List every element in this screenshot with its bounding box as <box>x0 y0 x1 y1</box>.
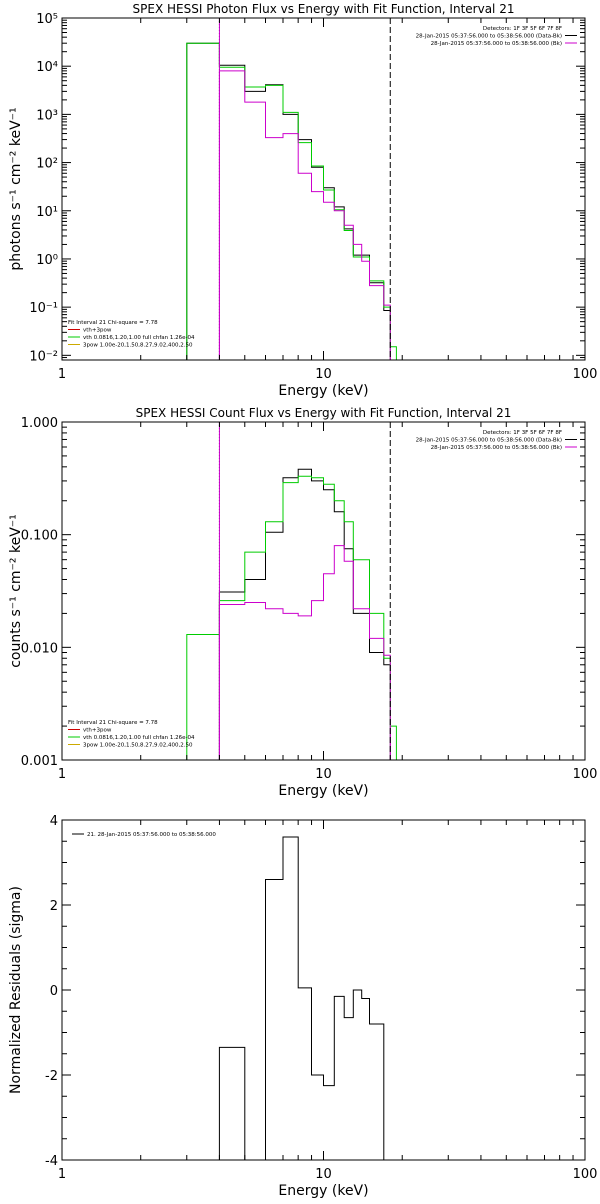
x-tick-label: 1 <box>58 367 66 382</box>
y-tick-label: 10⁴ <box>36 60 58 75</box>
y-tick-label: 10⁻² <box>29 349 58 364</box>
x-axis-label: Energy (keV) <box>278 383 368 399</box>
legend-entry: Detectors: 1F 3F 5F 6F 7F 8F <box>483 430 562 436</box>
count-flux-panel: 1 10 100 0.001 0.010 0.100 1.000 SPEX HESSI Cou… <box>8 406 597 799</box>
y-tick-label: 2 <box>50 899 58 914</box>
chart-title: SPEX HESSI Count Flux vs Energy with Fit… <box>136 406 512 420</box>
y-tick-label: 10³ <box>36 108 58 123</box>
legend-entry: Fit Interval 21 Chi-square = 7.78 <box>68 320 158 326</box>
y-axis-label: counts s⁻¹ cm⁻² keV⁻¹ <box>8 514 24 668</box>
y-tick-label: 0.010 <box>21 641 58 656</box>
x-tick-label: 1 <box>58 1167 66 1182</box>
plot-frame <box>61 819 586 1161</box>
x-tick-label: 100 <box>573 367 598 382</box>
legend-entry: Detectors: 1F 3F 5F 6F 7F 8F <box>483 26 562 32</box>
legend-entry: 28-Jan-2015 05:37:56.000 to 05:38:56.000… <box>431 445 562 451</box>
legend-entry: 21. 28-Jan-2015 05:37:56.000 to 05:38:56… <box>87 832 216 838</box>
y-tick-label: 0.100 <box>21 529 58 544</box>
y-axis-label: Normalized Residuals (sigma) <box>8 886 24 1094</box>
legend-entry: 3pow 1.00e-20,1.50,8.27,9.02,400,2.50 <box>83 343 193 349</box>
x-axis-label: Energy (keV) <box>278 783 368 799</box>
series-0 <box>186 42 391 360</box>
x-axis-label: Energy (keV) <box>278 1183 368 1199</box>
chart-title: SPEX HESSI Photon Flux vs Energy with Fi… <box>133 2 515 16</box>
legend-entry: Fit Interval 21 Chi-square = 7.78 <box>68 720 158 726</box>
y-tick-label: 0.001 <box>21 754 58 769</box>
y-tick-label: 10¹ <box>36 205 58 220</box>
x-tick-label: 10 <box>315 767 332 782</box>
y-tick-label: 1.000 <box>21 416 58 431</box>
series-0 <box>218 836 391 1160</box>
legend-entry: vth+3pow <box>83 328 112 334</box>
x-tick-label: 10 <box>315 367 332 382</box>
series-0 <box>218 468 391 760</box>
legend-entry: vth 0.0816,1.20,1.00 full chfan 1.26e-04 <box>83 735 195 741</box>
y-tick-label: 0 <box>50 984 58 999</box>
series-2 <box>218 545 391 760</box>
legend-entry: 28-Jan-2015 05:37:56.000 to 05:38:56.000… <box>416 438 562 444</box>
x-tick-label: 100 <box>573 1167 598 1182</box>
series-2 <box>218 70 391 360</box>
y-tick-label: 10⁰ <box>36 253 58 268</box>
legend-entry: 3pow 1.00e-20,1.50,8.27,9.02,400,2.50 <box>83 743 193 749</box>
x-tick-label: 1 <box>58 767 66 782</box>
y-tick-label: 10⁵ <box>36 12 58 27</box>
y-tick-label: -4 <box>45 1154 58 1169</box>
series-1 <box>186 475 403 760</box>
x-tick-label: 10 <box>315 1167 332 1182</box>
legend-entry: vth 0.0816,1.20,1.00 full chfan 1.26e-04 <box>83 335 195 341</box>
legend-entry: 28-Jan-2015 05:37:56.000 to 05:38:56.000… <box>431 41 562 47</box>
legend-entry: 28-Jan-2015 05:37:56.000 to 05:38:56.000… <box>416 34 562 40</box>
y-axis-label: photons s⁻¹ cm⁻² keV⁻¹ <box>8 107 24 270</box>
residuals-panel: 1 10 100 -4 -2 0 2 4 Energy (keV) Normalized Resi… <box>8 814 597 1199</box>
photon-flux-panel: 1 10 100 10⁻² 10⁻¹ 10⁰ 10¹ 10² 10³ 10⁴ 10⁵ SPEX HES… <box>8 2 597 399</box>
x-tick-label: 100 <box>573 767 598 782</box>
y-tick-label: 4 <box>50 814 58 829</box>
series-1 <box>186 42 403 360</box>
y-tick-label: 10⁻¹ <box>29 301 58 316</box>
y-tick-label: -2 <box>45 1069 58 1084</box>
y-tick-label: 10² <box>36 157 58 172</box>
legend-entry: vth+3pow <box>83 728 112 734</box>
